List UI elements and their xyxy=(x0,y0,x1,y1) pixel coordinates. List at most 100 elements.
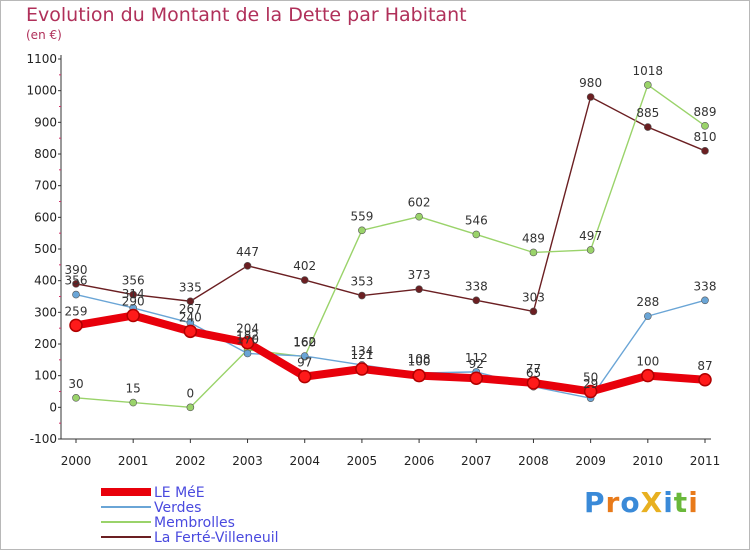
data-label: 314 xyxy=(122,287,145,301)
series-point xyxy=(243,261,252,270)
data-label: 170 xyxy=(236,333,259,347)
data-label: 497 xyxy=(579,229,602,243)
data-label: 356 xyxy=(65,274,88,288)
x-tick-label: 2007 xyxy=(461,454,492,468)
chart-axes: -100010020030040050060070080090010001100… xyxy=(26,52,720,468)
series-point xyxy=(701,296,709,305)
data-label: 290 xyxy=(122,295,145,309)
data-label: 1018 xyxy=(633,64,664,78)
x-tick-label: 2009 xyxy=(575,454,606,468)
series-point xyxy=(586,246,595,254)
data-label: 134 xyxy=(350,344,373,358)
data-label: 108 xyxy=(408,352,431,366)
series-point xyxy=(644,312,652,320)
data-label: 338 xyxy=(694,279,717,293)
data-label: 100 xyxy=(636,355,659,369)
series-point xyxy=(240,335,255,350)
data-label: 112 xyxy=(465,351,488,365)
x-tick-label: 2006 xyxy=(404,454,435,468)
chart-unit-label: (en €) xyxy=(26,28,62,42)
series-point xyxy=(529,307,538,316)
data-label: 87 xyxy=(697,359,712,373)
data-label: 65 xyxy=(526,366,541,380)
chart-title: Evolution du Montant de la Dette par Hab… xyxy=(26,4,467,26)
x-tick-label: 2010 xyxy=(633,454,664,468)
data-label: 390 xyxy=(65,263,88,277)
data-label: 29 xyxy=(583,377,598,391)
logo-letter: i xyxy=(688,486,699,519)
series-point xyxy=(698,373,712,387)
x-tick-label: 2001 xyxy=(118,454,149,468)
series-point xyxy=(415,285,423,294)
series-point xyxy=(472,296,481,305)
data-label: 338 xyxy=(465,279,488,293)
data-label: 489 xyxy=(522,231,545,245)
data-label: 121 xyxy=(350,348,373,362)
y-tick-label: 200 xyxy=(34,337,57,351)
series-point xyxy=(72,280,80,288)
series-point xyxy=(72,290,80,299)
series-point xyxy=(701,122,709,130)
data-label: 30 xyxy=(68,377,83,391)
series-point xyxy=(129,290,137,299)
x-tick-label: 2004 xyxy=(289,454,320,468)
data-label: 373 xyxy=(408,268,431,282)
series-point xyxy=(644,81,652,89)
y-tick-label: 800 xyxy=(34,147,57,161)
data-label: 15 xyxy=(126,382,141,396)
series-point xyxy=(183,324,198,339)
data-label: 240 xyxy=(179,310,202,324)
x-tick-label: 2003 xyxy=(232,454,263,468)
series-point xyxy=(126,308,140,323)
x-tick-label: 2008 xyxy=(518,454,549,468)
y-tick-label: 300 xyxy=(34,305,57,319)
data-label: 353 xyxy=(350,275,373,289)
data-label: 288 xyxy=(636,295,659,309)
x-tick-label: 2005 xyxy=(347,454,378,468)
y-tick-label: 600 xyxy=(34,210,57,224)
series-point xyxy=(586,93,595,101)
data-label: 204 xyxy=(236,322,259,336)
series-point xyxy=(644,123,652,131)
data-label: 160 xyxy=(293,336,316,350)
data-label: 889 xyxy=(694,105,717,119)
series-point xyxy=(358,291,366,300)
legend-entry: LE MéE xyxy=(154,485,205,501)
data-label: 77 xyxy=(526,362,541,376)
data-label: 447 xyxy=(236,245,259,259)
data-label: 559 xyxy=(350,209,373,223)
x-tick-label: 2011 xyxy=(690,454,721,468)
series-point xyxy=(358,226,366,235)
series-point xyxy=(526,376,541,390)
data-label: 0 xyxy=(187,386,195,400)
series-point xyxy=(129,398,137,407)
series-point xyxy=(529,248,538,257)
series-point xyxy=(583,384,598,399)
y-tick-label: 900 xyxy=(34,115,57,129)
logo-letter: i xyxy=(663,486,674,519)
logo-letter: t xyxy=(673,486,689,519)
y-tick-label: 400 xyxy=(34,274,57,288)
data-label: 335 xyxy=(179,280,202,294)
series-point xyxy=(69,318,83,333)
data-label: 402 xyxy=(293,259,316,273)
series-point xyxy=(641,368,655,383)
data-label: 92 xyxy=(469,357,484,371)
y-tick-label: 0 xyxy=(49,400,57,414)
legend-entry: La Ferté-Villeneuil xyxy=(154,530,279,546)
y-tick-label: -100 xyxy=(30,432,57,446)
x-tick-label: 2002 xyxy=(175,454,206,468)
series-line xyxy=(75,84,706,409)
data-label: 980 xyxy=(579,76,602,90)
data-label: 259 xyxy=(65,304,88,318)
series-point xyxy=(72,394,80,402)
series-point xyxy=(415,212,423,221)
series-point xyxy=(186,403,195,412)
data-label: 50 xyxy=(583,371,598,385)
y-tick-label: 700 xyxy=(34,179,57,193)
x-tick-label: 2000 xyxy=(61,454,92,468)
series-point xyxy=(243,349,252,358)
